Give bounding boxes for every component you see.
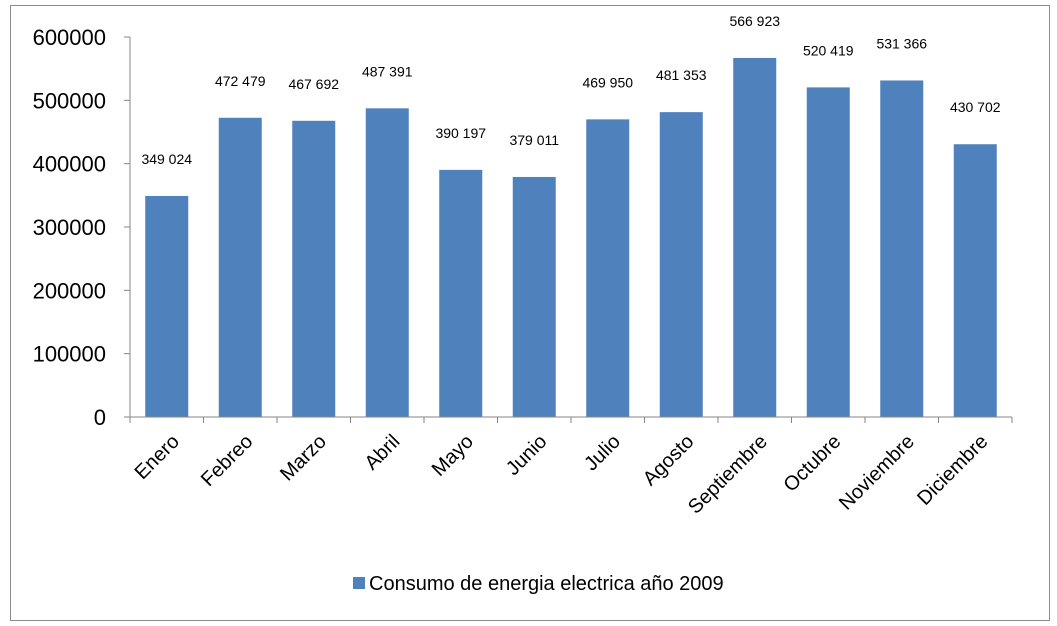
- bar: [292, 120, 336, 417]
- x-tick-label: Octubre: [780, 431, 846, 497]
- y-axis: 0 100000 200000 300000 400000 500000 600000: [33, 25, 131, 430]
- y-tick-label: 500000: [33, 88, 106, 113]
- data-label: 472 479: [215, 73, 266, 89]
- data-label: 467 692: [288, 76, 339, 92]
- data-label: 469 950: [582, 74, 633, 90]
- bar: [953, 144, 997, 418]
- x-axis: Enero Febreo Marzo Abril Mayo Junio Julio Agost…: [129, 416, 1013, 519]
- y-tick-label: 400000: [33, 152, 106, 177]
- data-labels: 349 024 472 479 467 692 487 391 390 197 379 0…: [141, 13, 1000, 167]
- data-label: 520 419: [803, 42, 854, 58]
- data-label: 531 366: [876, 35, 927, 51]
- legend-label: Consumo de energia electrica año 2009: [369, 573, 724, 595]
- x-tick-label: Mayo: [428, 431, 478, 481]
- legend: Consumo de energia electrica año 2009: [353, 573, 724, 595]
- legend-swatch: [353, 577, 365, 589]
- bar: [806, 87, 850, 417]
- bar: [586, 119, 630, 418]
- data-label: 430 702: [950, 99, 1001, 115]
- x-tick-label: Julio: [580, 431, 625, 476]
- data-label: 481 353: [656, 67, 707, 83]
- x-tick-label: Junio: [502, 431, 551, 480]
- x-tick-label: Enero: [131, 431, 184, 484]
- data-label: 379 011: [509, 132, 559, 148]
- x-tick-label: Marzo: [276, 431, 331, 486]
- bars: [145, 57, 997, 418]
- data-label: 566 923: [729, 13, 780, 29]
- bar: [218, 117, 262, 417]
- y-tick-label: 200000: [33, 278, 106, 303]
- bar: [659, 112, 703, 417]
- bar: [512, 176, 556, 417]
- y-tick-label: 300000: [33, 215, 106, 240]
- bar: [880, 80, 924, 417]
- x-tick-label: Diciembre: [913, 431, 992, 510]
- data-label: 349 024: [141, 151, 192, 167]
- data-label: 487 391: [362, 63, 413, 79]
- x-tick-label: Abril: [361, 431, 405, 475]
- y-tick-label: 100000: [33, 342, 106, 367]
- y-tick-label: 600000: [33, 25, 106, 50]
- bar: [733, 57, 777, 418]
- x-tick-label: Septiembre: [684, 431, 772, 519]
- bar: [365, 108, 409, 417]
- data-label: 390 197: [435, 125, 486, 141]
- x-tick-label: Febreo: [197, 431, 257, 491]
- x-tick-label: Noviembre: [835, 431, 919, 515]
- bar: [439, 169, 483, 417]
- bar: [145, 195, 189, 417]
- y-tick-label: 0: [94, 405, 106, 430]
- x-tick-label: Agosto: [639, 431, 699, 491]
